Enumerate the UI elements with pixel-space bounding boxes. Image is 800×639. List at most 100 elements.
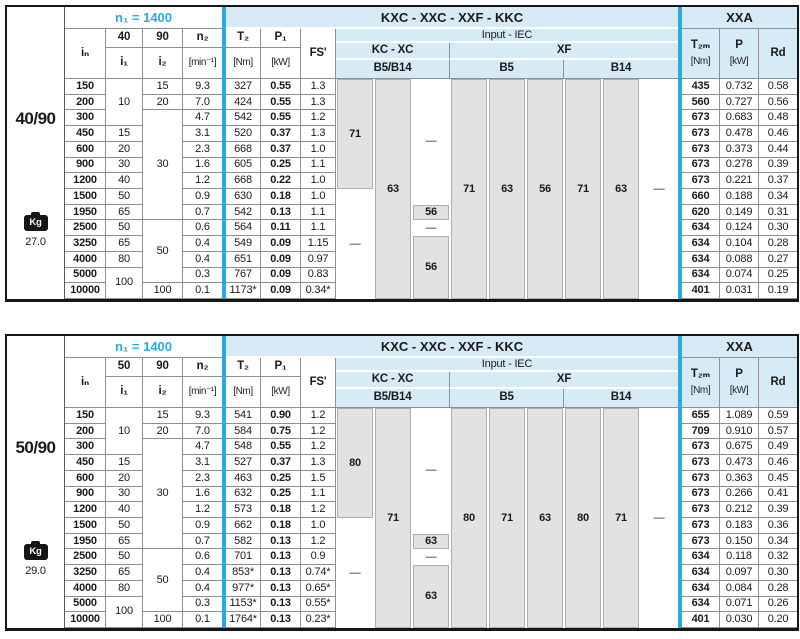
- cell-t2m: 634: [682, 267, 720, 284]
- header-fs: FS': [301, 358, 336, 408]
- cell-t2: 573: [226, 502, 261, 518]
- cell-rd: 0.48: [759, 110, 797, 127]
- cell-in: 600: [65, 141, 106, 158]
- cell-n2: 1.6: [183, 487, 222, 503]
- speed-label: n₁ = 1400: [65, 7, 222, 29]
- cell-rd: 0.28: [759, 236, 797, 252]
- cell-rd: 0.37: [759, 173, 797, 189]
- cell-rd: 0.39: [759, 502, 797, 518]
- cell-fs: 1.2: [301, 110, 336, 127]
- iec-segment: 56: [527, 79, 563, 299]
- header-t2-unit: [Nm]: [226, 377, 261, 408]
- cell-t2m: 673: [682, 486, 720, 503]
- header-p1: P₁: [261, 29, 301, 48]
- cell-t2: 668: [226, 141, 261, 158]
- cell-i2: 100: [143, 612, 183, 628]
- cell-t2m: 401: [682, 612, 720, 628]
- cell-i1: 100: [106, 267, 143, 299]
- cell-t2: 549: [226, 236, 261, 252]
- cell-n2: 0.3: [183, 597, 222, 613]
- cell-t2m: 634: [682, 236, 720, 252]
- cell-i1: 50: [106, 518, 143, 534]
- cell-in: 600: [65, 470, 106, 487]
- cell-rd: 0.46: [759, 126, 797, 142]
- iec-segment: 71: [451, 79, 487, 299]
- cell-in: 1950: [65, 204, 106, 221]
- iec-segment: 71: [375, 408, 411, 628]
- iec-segment: —: [425, 464, 437, 477]
- cell-i2: 20: [143, 94, 183, 111]
- cell-n2: 0.7: [183, 205, 222, 221]
- xxa-title: XXA: [682, 336, 797, 358]
- cell-fs: 0.83: [301, 267, 336, 284]
- cell-p: 0.478: [720, 126, 759, 142]
- cell-i2: 20: [143, 423, 183, 440]
- cell-p1: 0.75: [261, 423, 301, 440]
- cell-p1: 0.25: [261, 157, 301, 174]
- cell-n2: 7.0: [183, 95, 222, 111]
- cell-p1: 0.13: [261, 549, 301, 566]
- cell-p: 0.278: [720, 157, 759, 174]
- cell-p1: 0.09: [261, 267, 301, 284]
- cell-i2: 50: [143, 549, 183, 613]
- cell-t2: 1764*: [226, 612, 261, 628]
- cell-t2: 1173*: [226, 283, 261, 299]
- cell-p1: 0.18: [261, 502, 301, 518]
- cell-i2: 30: [143, 110, 183, 221]
- cell-p1: 0.18: [261, 518, 301, 534]
- header-p-symbol: P: [735, 368, 743, 381]
- cell-in: 900: [65, 486, 106, 503]
- cell-in: 300: [65, 110, 106, 127]
- cell-rd: 0.41: [759, 487, 797, 503]
- cell-t2m: 560: [682, 94, 720, 111]
- cell-p: 0.104: [720, 236, 759, 252]
- iec-segment: —: [653, 182, 665, 195]
- header-rd: Rd: [759, 358, 797, 408]
- cell-rd: 0.46: [759, 455, 797, 471]
- header-b14: B14: [564, 389, 678, 408]
- cell-fs: 0.97: [301, 251, 336, 268]
- spec-table-50-90: 50/90 Kg 29.0 n₁ = 1400 KXC - XXC - XXF - KK…: [5, 334, 799, 631]
- cell-n2: 9.3: [183, 79, 222, 95]
- iec-segment: —: [425, 135, 437, 148]
- cell-i2: 15: [143, 408, 183, 424]
- cell-rd: 0.36: [759, 518, 797, 534]
- cell-in: 5000: [65, 596, 106, 613]
- cell-rd: 0.49: [759, 439, 797, 456]
- xxa-title: XXA: [682, 7, 797, 29]
- header-p: P [kW]: [720, 29, 759, 79]
- cell-t2m: 435: [682, 79, 720, 95]
- kg-icon-label: Kg: [23, 215, 48, 231]
- header-i2-ratio: 90: [143, 358, 183, 377]
- cell-fs: 1.2: [301, 502, 336, 518]
- cell-p: 0.030: [720, 612, 759, 628]
- header-p1: P₁: [261, 358, 301, 377]
- cell-rd: 0.34: [759, 534, 797, 550]
- cell-fs: 0.55*: [301, 596, 336, 613]
- header-t2m-symbol: T₂ₘ: [690, 39, 711, 52]
- cell-in: 3250: [65, 565, 106, 581]
- cell-fs: 0.34*: [301, 283, 336, 299]
- iec-segment: 56: [413, 236, 449, 299]
- cyan-divider: [222, 7, 226, 299]
- iec-segment: 56: [413, 204, 449, 221]
- cell-p1: 0.55: [261, 94, 301, 111]
- header-b5: B5: [450, 60, 564, 79]
- header-input-iec: Input - IEC: [336, 358, 678, 372]
- cell-t2: 1153*: [226, 596, 261, 613]
- cell-i1: 20: [106, 141, 143, 158]
- cell-p1: 0.22: [261, 173, 301, 189]
- group-title: KXC - XXC - XXF - KKC: [226, 336, 678, 358]
- cell-i1: 10: [106, 79, 143, 127]
- header-t2m-symbol: T₂ₘ: [690, 368, 711, 381]
- cell-p: 0.373: [720, 141, 759, 158]
- cell-t2m: 634: [682, 549, 720, 566]
- cell-p1: 0.09: [261, 283, 301, 299]
- kg-weight-icon: Kg: [7, 212, 64, 231]
- cell-in: 1200: [65, 173, 106, 189]
- cell-fs: 1.0: [301, 173, 336, 189]
- cell-p: 1.089: [720, 408, 759, 424]
- cell-t2: 582: [226, 533, 261, 550]
- weight-value: 27.0: [25, 236, 46, 248]
- cell-fs: 1.0: [301, 189, 336, 205]
